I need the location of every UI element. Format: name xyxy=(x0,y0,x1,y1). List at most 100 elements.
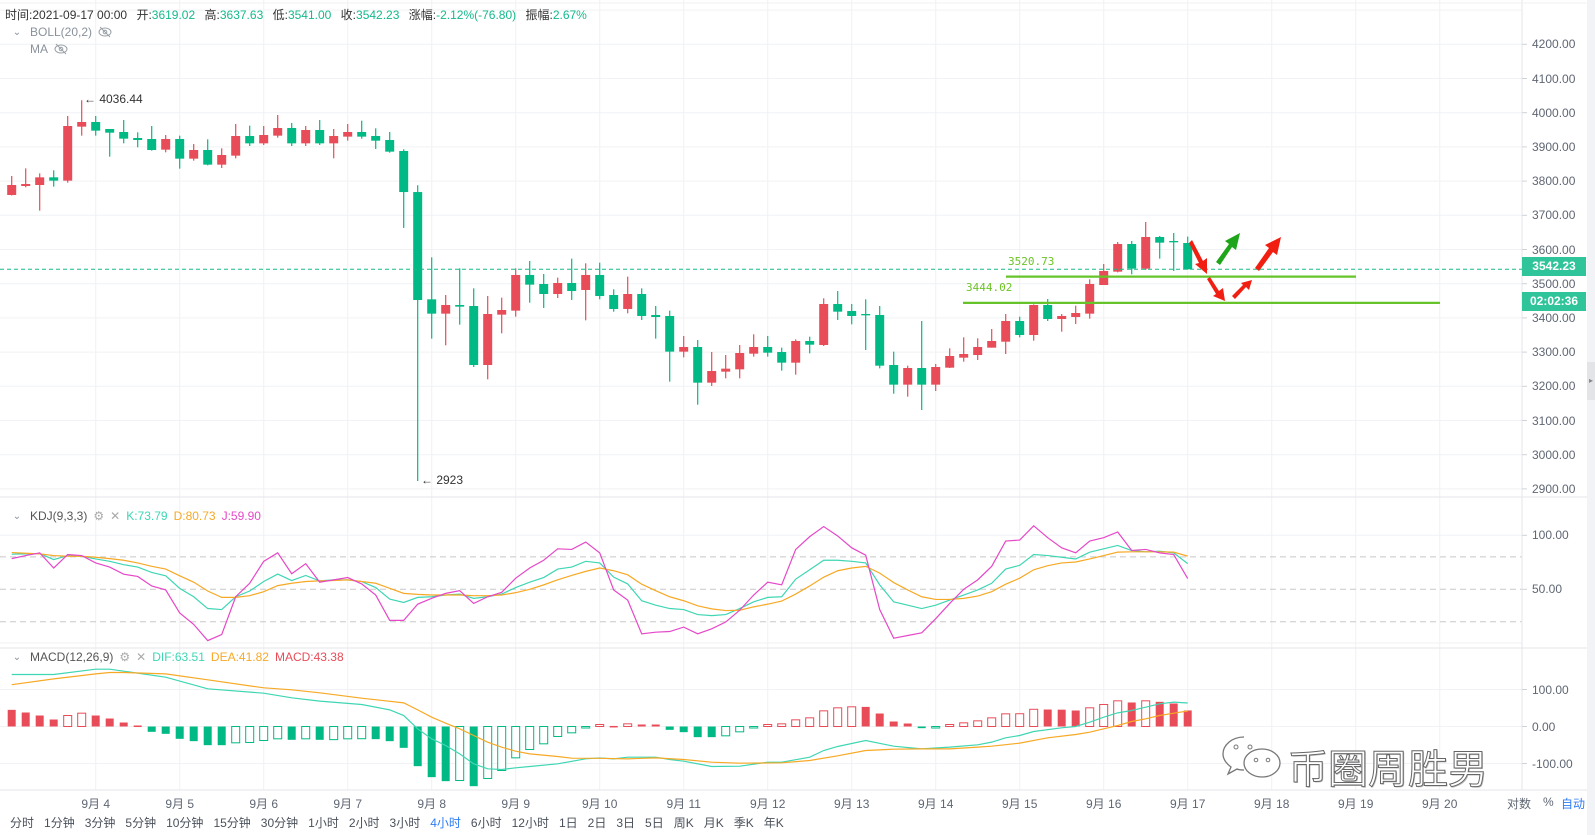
candle-body xyxy=(1141,236,1151,269)
timeframe-1[interactable]: 1分钟 xyxy=(44,816,75,830)
macd-histogram-bar xyxy=(161,726,170,734)
candle xyxy=(833,291,843,320)
macd-histogram-bar xyxy=(7,709,16,727)
date-tick-label: 9月 8 xyxy=(417,797,447,811)
chevron-down-icon[interactable]: ⌄ xyxy=(12,26,22,38)
macd-histogram-bar xyxy=(77,712,87,727)
percent-scale-toggle[interactable]: % xyxy=(1543,795,1554,809)
log-scale-toggle[interactable]: 对数 xyxy=(1507,797,1532,811)
chevron-down-icon[interactable]: ⌄ xyxy=(12,651,22,663)
macd-histogram-bar xyxy=(133,725,142,728)
timeframe-8[interactable]: 2小时 xyxy=(348,816,380,830)
candle xyxy=(847,304,857,325)
macd-legend[interactable]: ⌄ MACD(12,26,9) ⚙ ✕ DIF:63.51 DEA:41.82 … xyxy=(10,650,344,664)
timeframe-10[interactable]: 4小时 xyxy=(430,816,461,830)
candle xyxy=(413,185,423,482)
kdj-k-line xyxy=(11,544,1189,617)
timeframe-7[interactable]: 1小时 xyxy=(308,816,339,830)
kdj-j-value: J:59.90 xyxy=(221,509,261,523)
candle xyxy=(679,335,689,358)
timeframe-5[interactable]: 15分钟 xyxy=(213,816,251,830)
timeframe-2[interactable]: 3分钟 xyxy=(84,816,116,830)
candle xyxy=(777,347,787,371)
candle xyxy=(315,119,325,145)
candle xyxy=(497,297,507,334)
close-icon[interactable]: ✕ xyxy=(110,509,121,523)
timeframe-19[interactable]: 季K xyxy=(733,816,754,830)
timeframe-15[interactable]: 3日 xyxy=(616,816,636,830)
candle-body xyxy=(217,155,227,165)
eye-off-icon[interactable] xyxy=(98,26,112,38)
timeframe-3[interactable]: 5分钟 xyxy=(125,816,157,830)
ma-legend[interactable]: MA xyxy=(30,42,68,56)
settings-icon[interactable]: ⚙ xyxy=(93,509,105,523)
candle-body xyxy=(497,309,507,315)
candle-body xyxy=(749,347,759,354)
timeframe-17[interactable]: 周K xyxy=(673,816,694,830)
auto-scale-toggle[interactable]: 自动 xyxy=(1561,797,1586,811)
candle-body xyxy=(595,274,605,297)
candle-body xyxy=(987,340,997,348)
macd-histogram-bar xyxy=(413,726,422,767)
candle-body xyxy=(651,314,661,318)
candle xyxy=(1155,235,1165,259)
candle-body xyxy=(917,368,927,385)
price-tick-label: 3300.00 xyxy=(1532,345,1576,360)
macd-histogram-bar xyxy=(525,726,535,751)
boll-legend[interactable]: ⌄ BOLL(20,2) xyxy=(10,25,112,39)
close-icon[interactable]: ✕ xyxy=(136,650,147,664)
macd-value: MACD:43.38 xyxy=(274,650,344,664)
timeframe-16[interactable]: 5日 xyxy=(645,816,664,830)
date-tick-label: 9月 6 xyxy=(249,797,279,811)
macd-histogram-bar xyxy=(581,726,591,729)
kdj-legend[interactable]: ⌄ KDJ(9,3,3) ⚙ ✕ K:73.79 D:80.73 J:59.90 xyxy=(10,509,261,523)
eye-off-icon[interactable] xyxy=(54,43,68,55)
kdj-d-value: D:80.73 xyxy=(173,509,216,523)
price-tick-label: 4000.00 xyxy=(1532,105,1576,120)
candle xyxy=(539,273,549,308)
candle xyxy=(665,310,675,382)
timeframe-14[interactable]: 2日 xyxy=(587,816,607,830)
candle xyxy=(973,338,983,361)
macd-histogram-bar xyxy=(763,724,773,728)
macd-tick-label: 0.00 xyxy=(1532,719,1556,734)
timeframe-9[interactable]: 3小时 xyxy=(389,816,421,830)
candle xyxy=(819,298,829,347)
macd-histogram-bar xyxy=(693,726,702,738)
timeframe-11[interactable]: 6小时 xyxy=(470,816,502,830)
timeframe-20[interactable]: 年K xyxy=(763,816,784,830)
date-tick-label: 9月 4 xyxy=(81,797,111,811)
candle xyxy=(441,294,451,346)
chevron-down-icon[interactable]: ⌄ xyxy=(12,510,22,522)
candle-body xyxy=(441,305,451,314)
red-arrow-down-2 xyxy=(1207,277,1225,301)
date-tick-label: 9月 10 xyxy=(582,797,618,811)
kdj-layer xyxy=(11,525,1189,642)
macd-histogram-bar xyxy=(1015,713,1025,727)
current-price-tag: 3542.23 xyxy=(1522,257,1586,276)
timeframe-0[interactable]: 分时 xyxy=(10,816,35,830)
candle-body xyxy=(623,293,633,309)
timeframe-12[interactable]: 12小时 xyxy=(511,816,549,830)
side-panel-toggle[interactable]: ▸ xyxy=(1587,362,1595,400)
side-scrollbar[interactable] xyxy=(1587,0,1595,835)
timeframe-4[interactable]: 10分钟 xyxy=(166,816,204,830)
candle xyxy=(637,288,647,320)
timeframe-6[interactable]: 30分钟 xyxy=(260,816,299,830)
date-tick-label: 9月 15 xyxy=(1002,797,1038,811)
green-arrow-up xyxy=(1216,233,1240,265)
watermark-text: 币圈周胜男 xyxy=(1288,748,1489,793)
macd-histogram-bar xyxy=(1155,701,1164,727)
candle xyxy=(651,305,661,339)
macd-histogram-bar xyxy=(399,726,408,748)
timeframe-18[interactable]: 月K xyxy=(703,816,724,830)
candle xyxy=(175,135,185,169)
settings-icon[interactable]: ⚙ xyxy=(119,650,131,664)
time-label: 时间: xyxy=(5,8,33,22)
candle xyxy=(399,149,409,228)
macd-histogram-bar xyxy=(119,722,128,727)
macd-histogram-bar xyxy=(931,726,941,729)
timeframe-13[interactable]: 1日 xyxy=(558,816,578,830)
macd-histogram-bar xyxy=(301,726,311,740)
